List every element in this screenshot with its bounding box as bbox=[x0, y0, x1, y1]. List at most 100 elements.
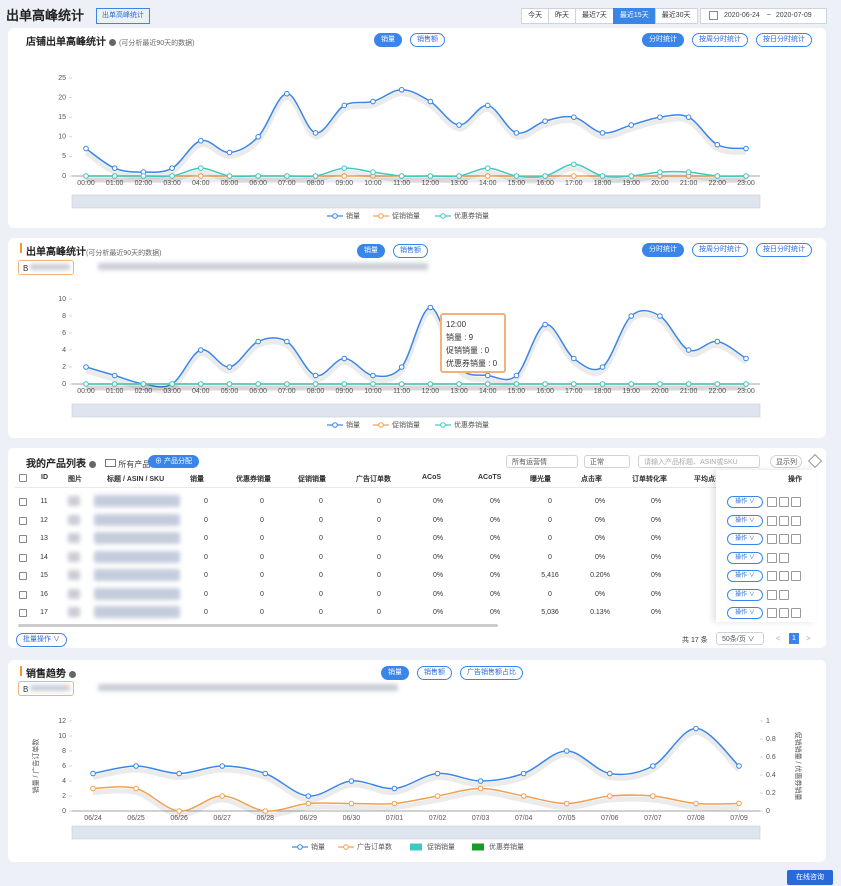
assign-button[interactable]: ⊕ 产品分配 bbox=[148, 455, 199, 468]
icon[interactable] bbox=[791, 515, 801, 526]
x-tick-label: 19:00 bbox=[622, 388, 640, 395]
tab-button[interactable]: 按周分时统计 bbox=[692, 33, 748, 47]
page-size-label: 50条/页 bbox=[722, 636, 746, 643]
icon[interactable] bbox=[779, 497, 789, 507]
checkbox[interactable] bbox=[19, 572, 27, 580]
panel-heading: 销售趋势 bbox=[26, 665, 79, 680]
cell: 0% bbox=[432, 553, 444, 561]
store-select[interactable]: B bbox=[18, 260, 74, 275]
point bbox=[176, 770, 182, 777]
columns-button[interactable]: 显示列 bbox=[770, 455, 802, 468]
icon[interactable] bbox=[791, 571, 801, 581]
zoom-slider bbox=[71, 403, 761, 418]
icon[interactable] bbox=[779, 552, 789, 563]
icon[interactable] bbox=[767, 608, 777, 618]
select[interactable]: 正常 bbox=[584, 455, 630, 468]
toggle[interactable]: 销售额 bbox=[417, 666, 452, 680]
legend-label: 促销销量 bbox=[392, 420, 420, 429]
toggle[interactable]: 广告销售额占比 bbox=[460, 666, 523, 680]
cell: 0% bbox=[594, 516, 606, 524]
tab-button[interactable]: 按日分时统计 bbox=[756, 33, 812, 47]
icon[interactable] bbox=[779, 534, 789, 544]
icon[interactable] bbox=[767, 534, 777, 544]
point bbox=[484, 102, 491, 109]
line-shadow bbox=[85, 165, 747, 184]
cell: 0% bbox=[594, 553, 606, 561]
cell: 0 bbox=[204, 553, 208, 561]
ops-button[interactable]: 操作 ∨ bbox=[727, 551, 763, 564]
toggle[interactable]: 销售额 bbox=[410, 33, 445, 47]
ops-button[interactable]: 操作 ∨ bbox=[727, 496, 763, 508]
icon[interactable] bbox=[779, 608, 789, 618]
ops-button[interactable]: 操作 ∨ bbox=[727, 607, 763, 619]
scrollbar[interactable] bbox=[18, 624, 498, 627]
x-tick-label: 06:00 bbox=[249, 180, 267, 187]
header-button[interactable]: 出单高峰统计 bbox=[96, 8, 150, 24]
icon[interactable] bbox=[767, 497, 777, 507]
x-tick-label: 07/09 bbox=[730, 815, 748, 822]
date-tab[interactable]: 昨天 bbox=[548, 8, 576, 24]
toggle[interactable]: 销售额 bbox=[393, 244, 428, 258]
checkbox[interactable] bbox=[19, 498, 27, 506]
checkbox[interactable] bbox=[19, 516, 27, 525]
point bbox=[456, 122, 462, 128]
point bbox=[571, 355, 577, 362]
y-axis-label: 销量 / 广告订单数 bbox=[31, 739, 40, 794]
chat-button[interactable]: 在线咨询 bbox=[787, 870, 833, 885]
icon[interactable] bbox=[791, 497, 801, 507]
checkbox[interactable] bbox=[19, 553, 27, 562]
x-tick-label: 06/29 bbox=[300, 815, 318, 822]
ops-button[interactable]: 操作 ∨ bbox=[727, 570, 763, 582]
tab-button[interactable]: 按周分时统计 bbox=[692, 243, 748, 257]
page-size[interactable]: 50条/页 ∨ bbox=[716, 632, 764, 645]
legend-label: 优惠券销量 bbox=[454, 420, 489, 429]
toggle[interactable]: 销量 bbox=[374, 33, 402, 47]
store-select[interactable]: B bbox=[18, 681, 74, 696]
icon[interactable] bbox=[779, 571, 789, 581]
point bbox=[398, 364, 405, 370]
tab-button[interactable]: 分时统计 bbox=[642, 243, 684, 257]
checkbox[interactable] bbox=[19, 535, 27, 543]
cell: 0% bbox=[650, 609, 662, 616]
checkbox[interactable] bbox=[19, 590, 27, 599]
x-tick-label: 06/26 bbox=[170, 815, 188, 822]
point bbox=[111, 165, 118, 171]
ops-button[interactable]: 操作 ∨ bbox=[727, 533, 763, 545]
series-line bbox=[92, 727, 740, 797]
batch-button[interactable]: 批量操作 ∨ bbox=[16, 633, 67, 647]
x-tick-label: 22:00 bbox=[709, 180, 727, 187]
tab-button[interactable]: 按日分时统计 bbox=[756, 243, 812, 257]
point bbox=[284, 381, 290, 387]
point bbox=[348, 778, 355, 784]
toggle[interactable]: 销量 bbox=[357, 244, 385, 258]
cell: 0 bbox=[260, 572, 264, 579]
cell: 11 bbox=[40, 498, 48, 505]
icon[interactable] bbox=[791, 534, 801, 544]
select[interactable]: 所有运营情 bbox=[506, 455, 578, 468]
date-range[interactable]: 2020-06-24 ~2020-07-09 bbox=[700, 8, 827, 24]
point bbox=[176, 808, 182, 814]
date-tab[interactable]: 最近30天 bbox=[654, 8, 698, 24]
search[interactable]: 请输入产品标题、ASIN或SKU bbox=[638, 455, 760, 468]
ops-button[interactable]: 操作 ∨ bbox=[727, 514, 763, 527]
icon[interactable] bbox=[767, 515, 777, 526]
page-current[interactable]: 1 bbox=[789, 633, 799, 644]
icon[interactable] bbox=[779, 589, 789, 600]
icon[interactable] bbox=[767, 571, 777, 581]
point bbox=[513, 130, 520, 136]
y-tick-label: 12 bbox=[58, 718, 66, 725]
checkbox[interactable] bbox=[19, 609, 27, 617]
cell: 0 bbox=[204, 498, 208, 505]
icon[interactable] bbox=[779, 515, 789, 526]
toggle[interactable]: 销量 bbox=[381, 666, 409, 680]
icon[interactable] bbox=[767, 552, 777, 563]
tab-button[interactable]: 分时统计 bbox=[642, 33, 684, 47]
product-filter[interactable]: 所有产品 bbox=[118, 460, 151, 469]
checkbox[interactable] bbox=[19, 474, 27, 482]
icon[interactable] bbox=[767, 589, 777, 600]
ops-button[interactable]: 操作 ∨ bbox=[727, 588, 763, 601]
zoom-slider bbox=[71, 825, 761, 840]
icon[interactable] bbox=[791, 608, 801, 618]
panel-hint: (可分析最近90天的数据) bbox=[119, 40, 195, 47]
point bbox=[542, 381, 548, 387]
